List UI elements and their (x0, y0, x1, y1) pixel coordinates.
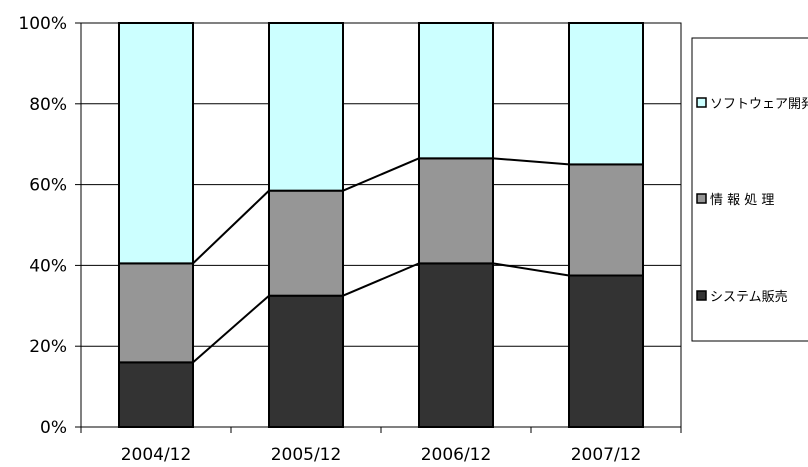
series-lines (192, 157, 570, 364)
y-tick-label: 20% (29, 337, 67, 357)
x-tick-label: 2004/12 (121, 445, 192, 465)
series-line (342, 262, 420, 297)
legend-swatch (696, 193, 707, 204)
x-tick-labels: 2004/12 2005/12 2006/12 2007/12 (121, 445, 642, 465)
axes (75, 22, 682, 433)
x-tick-label: 2007/12 (571, 445, 642, 465)
series-line (342, 157, 420, 192)
legend-label: 情 報 処 理 (710, 193, 774, 208)
bar-segment (268, 189, 344, 297)
bar-segment (568, 22, 644, 166)
y-tick-label: 40% (29, 256, 67, 276)
x-tick-label: 2006/12 (421, 445, 492, 465)
legend-label: システム販売 (710, 289, 788, 305)
y-tick-label: 100% (18, 14, 67, 34)
legend-swatch (696, 290, 707, 301)
bar-segment (118, 262, 194, 364)
y-tick-labels: 0% 20% 40% 60% 80% 100% (18, 14, 67, 438)
legend-label: ソフトウェア開発 (710, 97, 808, 112)
legend-box (691, 37, 808, 342)
y-tick-label: 0% (40, 418, 67, 438)
y-tick-label: 80% (29, 95, 67, 115)
bar-segment (268, 294, 344, 429)
y-tick-label: 60% (29, 176, 67, 196)
x-tick-label: 2005/12 (271, 445, 342, 465)
series-line (192, 189, 270, 265)
bar-segment (568, 274, 644, 428)
bar-segment (418, 157, 494, 265)
bars (118, 22, 644, 429)
bar-segment (568, 163, 644, 277)
bar-segment (418, 262, 494, 428)
series-line (492, 157, 570, 166)
legend-swatch (696, 97, 707, 108)
bar-segment (118, 22, 194, 265)
bar-segment (418, 22, 494, 160)
series-line (192, 294, 270, 364)
bar-segment (118, 361, 194, 428)
series-line (492, 262, 570, 277)
bar-segment (268, 22, 344, 192)
